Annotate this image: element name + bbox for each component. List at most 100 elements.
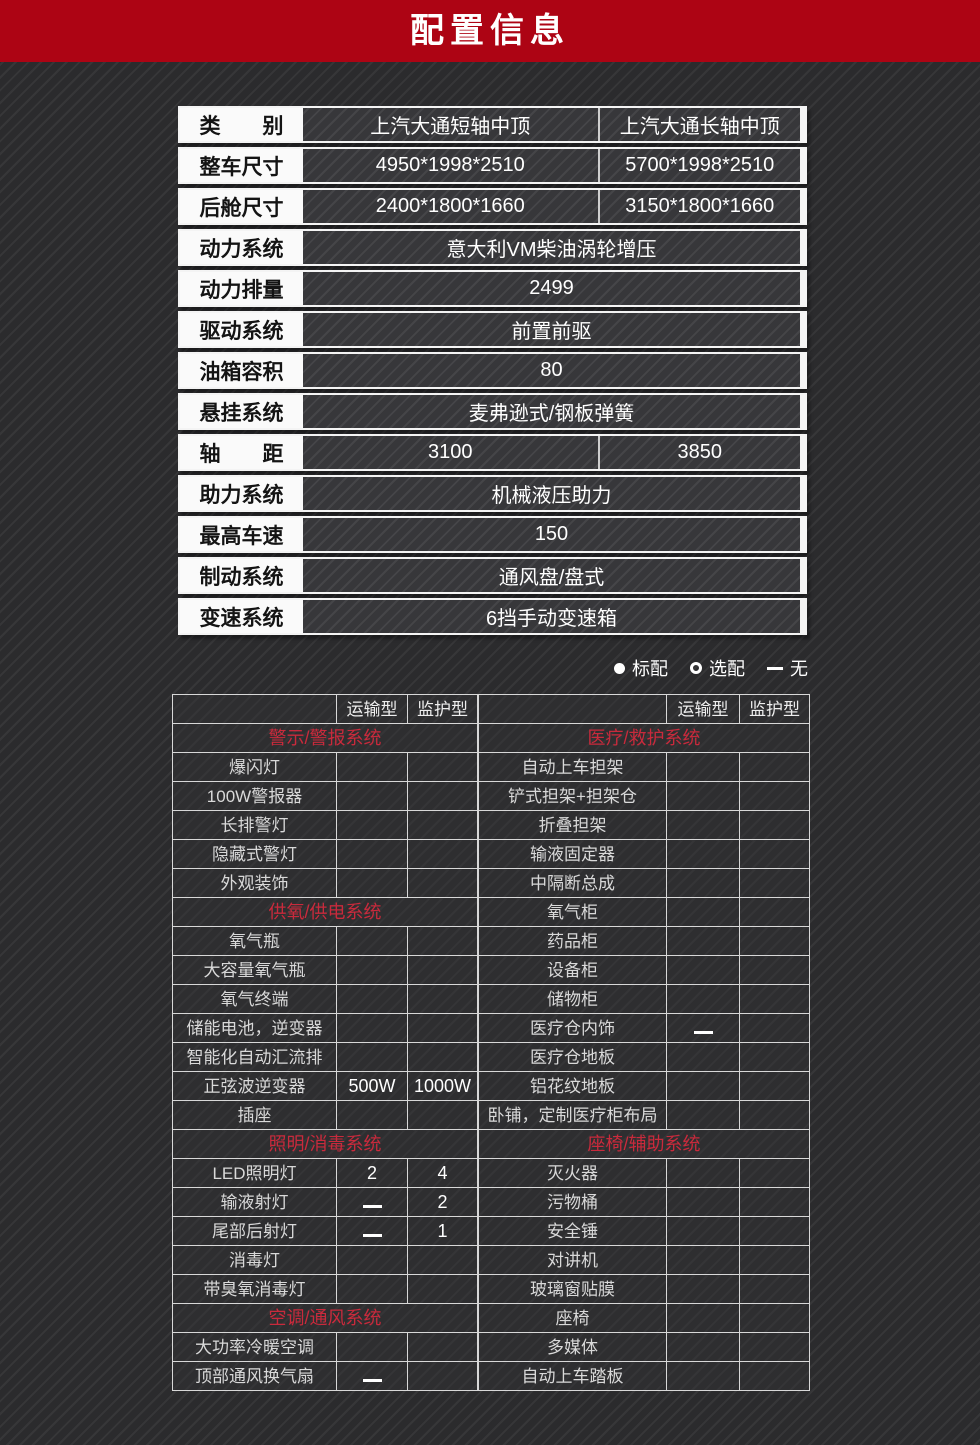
equip-item-value bbox=[666, 839, 740, 869]
standard-icon bbox=[614, 662, 625, 674]
equip-item-label: 氧气终端 bbox=[172, 984, 337, 1014]
spec-row: 变速系统 6挡手动变速箱 bbox=[178, 598, 807, 635]
equip-item-row: 医疗仓内饰 bbox=[478, 1013, 810, 1043]
spec-label: 最高车速 bbox=[180, 518, 303, 551]
legend: 标配 选配 无 bbox=[614, 655, 808, 681]
spec-row: 驱动系统 前置前驱 bbox=[178, 311, 807, 348]
equip-section-header: 医疗/救护系统 bbox=[478, 723, 810, 753]
spec-label: 助力系统 bbox=[180, 477, 303, 510]
spec-value: 3850 bbox=[597, 436, 801, 469]
equip-item-value bbox=[407, 984, 478, 1014]
none-icon bbox=[767, 666, 783, 670]
equip-item-value bbox=[407, 1245, 478, 1275]
equip-item-value bbox=[739, 926, 810, 956]
equip-item-value bbox=[336, 1100, 408, 1130]
optional-icon bbox=[690, 662, 702, 674]
equip-item-value bbox=[336, 1332, 408, 1362]
equip-item-label: 氧气瓶 bbox=[172, 926, 337, 956]
equip-item-value bbox=[336, 1361, 408, 1391]
equip-item-label: 自动上车担架 bbox=[478, 752, 667, 782]
equip-item-row: 对讲机 bbox=[478, 1245, 810, 1275]
equip-item-label: 带臭氧消毒灯 bbox=[172, 1274, 337, 1304]
equip-column-header: 运输型 bbox=[336, 694, 408, 724]
equip-column-header: 监护型 bbox=[739, 694, 810, 724]
equip-item-value bbox=[739, 1216, 810, 1246]
legend-label: 无 bbox=[790, 659, 808, 679]
equip-item-label: 输液固定器 bbox=[478, 839, 667, 869]
spec-row: 悬挂系统 麦弗逊式/钢板弹簧 bbox=[178, 393, 807, 430]
spec-label: 驱动系统 bbox=[180, 313, 303, 346]
equip-item-value bbox=[336, 926, 408, 956]
equip-section-row: 照明/消毒系统 bbox=[172, 1129, 478, 1159]
equip-column-header: 运输型 bbox=[666, 694, 740, 724]
spec-value: 机械液压助力 bbox=[491, 485, 612, 507]
spec-value: 通风盘/盘式 bbox=[498, 567, 605, 589]
equip-item-label: 储能电池，逆变器 bbox=[172, 1013, 337, 1043]
equip-section-row: 医疗/救护系统 bbox=[478, 723, 810, 753]
equip-header-row: 运输型 监护型 bbox=[172, 694, 478, 724]
equip-item-value bbox=[666, 1042, 740, 1072]
equip-item-value bbox=[336, 810, 408, 840]
equip-item-value bbox=[407, 926, 478, 956]
none-icon bbox=[362, 1234, 382, 1237]
equip-item-value bbox=[336, 868, 408, 898]
equip-item-value bbox=[739, 752, 810, 782]
equip-item-value bbox=[666, 1245, 740, 1275]
equip-item-row: 输液固定器 bbox=[478, 839, 810, 869]
equip-item-row: 储能电池，逆变器 bbox=[172, 1013, 478, 1043]
equip-item-value bbox=[336, 1274, 408, 1304]
spec-label: 油箱容积 bbox=[180, 354, 303, 387]
spec-row: 类 别 上汽大通短轴中顶 上汽大通长轴中顶 bbox=[178, 106, 807, 143]
equip-item-row: 自动上车担架 bbox=[478, 752, 810, 782]
equip-item-value bbox=[336, 752, 408, 782]
equip-item-label: 大容量氧气瓶 bbox=[172, 955, 337, 985]
equip-item-row: 储物柜 bbox=[478, 984, 810, 1014]
equip-item-label: 药品柜 bbox=[478, 926, 667, 956]
equip-item-value bbox=[666, 868, 740, 898]
equip-item-label: 插座 bbox=[172, 1100, 337, 1130]
equip-item-value bbox=[739, 1013, 810, 1043]
equip-item-value bbox=[407, 1100, 478, 1130]
spec-label: 动力系统 bbox=[180, 231, 303, 264]
equip-item-row: 智能化自动汇流排 bbox=[172, 1042, 478, 1072]
equip-item-row: 长排警灯 bbox=[172, 810, 478, 840]
equip-item-value bbox=[336, 1216, 408, 1246]
equip-item-row: 氧气终端 bbox=[172, 984, 478, 1014]
equip-item-value bbox=[407, 1274, 478, 1304]
equip-item-row: 折叠担架 bbox=[478, 810, 810, 840]
spec-row: 最高车速 150 bbox=[178, 516, 807, 553]
page-title: 配置信息 bbox=[410, 12, 570, 50]
spec-value: 上汽大通长轴中顶 bbox=[597, 108, 801, 141]
equip-item-value bbox=[666, 1187, 740, 1217]
equip-item-row: 多媒体 bbox=[478, 1332, 810, 1362]
none-icon bbox=[362, 1379, 382, 1382]
spec-value: 80 bbox=[540, 359, 563, 381]
equip-item-value bbox=[407, 1013, 478, 1043]
equipment-table: 运输型 监护型 警示/警报系统 爆闪灯 100W警报器 长排警灯 隐藏式警灯 外观装饰 供氧/供… bbox=[172, 694, 810, 1391]
equip-item-value bbox=[666, 1303, 740, 1333]
spec-value: 150 bbox=[534, 523, 569, 545]
equip-item-value bbox=[407, 752, 478, 782]
equip-item-value bbox=[336, 1187, 408, 1217]
none-icon bbox=[362, 1205, 382, 1208]
equip-item-value bbox=[739, 897, 810, 927]
spec-value: 5700*1998*2510 bbox=[597, 149, 801, 182]
equip-item-value bbox=[739, 955, 810, 985]
equip-item-value: 1 bbox=[407, 1216, 478, 1246]
equip-item-value bbox=[739, 1100, 810, 1130]
equip-section-header: 座椅/辅助系统 bbox=[478, 1129, 810, 1159]
equip-item-value bbox=[739, 839, 810, 869]
equip-item-row: LED照明灯 2 4 bbox=[172, 1158, 478, 1188]
equip-item-row: 隐藏式警灯 bbox=[172, 839, 478, 869]
equip-item-value bbox=[336, 1042, 408, 1072]
spec-label: 动力排量 bbox=[180, 272, 303, 305]
spec-label: 类 别 bbox=[180, 108, 303, 141]
equip-item-value bbox=[407, 1361, 478, 1391]
equip-item-value bbox=[666, 897, 740, 927]
spec-value: 麦弗逊式/钢板弹簧 bbox=[468, 403, 635, 425]
equip-item-value bbox=[666, 1361, 740, 1391]
equip-item-row: 尾部后射灯 1 bbox=[172, 1216, 478, 1246]
equip-item-label: 医疗仓地板 bbox=[478, 1042, 667, 1072]
equip-section-header: 供氧/供电系统 bbox=[172, 897, 478, 927]
